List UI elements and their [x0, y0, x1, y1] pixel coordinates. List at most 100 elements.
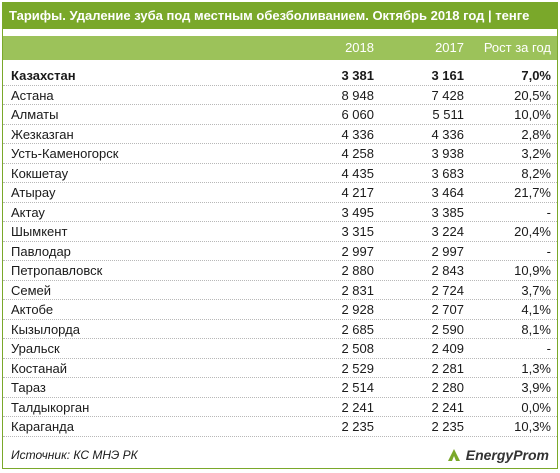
cell-2018: 2 685 [341, 321, 374, 337]
cell-2018: 2 508 [341, 341, 374, 356]
cell-2017: 2 281 [431, 360, 464, 376]
cell-2017: 2 409 [431, 341, 464, 356]
cell-city: Казахстан [11, 68, 76, 83]
cell-growth: 10,3% [514, 419, 551, 434]
cell-2018: 2 235 [341, 419, 374, 434]
table-row: Тараз 2 514 2 280 3,9% [3, 378, 557, 398]
cell-2017: 4 336 [431, 126, 464, 142]
cell-2018: 2 241 [341, 399, 374, 415]
cell-2018: 2 514 [341, 380, 374, 395]
cell-city: Кокшетау [11, 165, 69, 181]
cell-city: Талдыкорган [11, 399, 90, 415]
cell-city: Атырау [11, 185, 56, 200]
cell-2018: 8 948 [341, 87, 374, 103]
cell-growth: 0,0% [521, 399, 551, 415]
cell-2017: 3 224 [431, 224, 464, 239]
cell-city: Кызылорда [11, 321, 80, 337]
cell-2017: 2 724 [431, 282, 464, 298]
cell-city: Актобе [11, 302, 54, 317]
cell-city: Актау [11, 204, 45, 220]
cell-2017: 2 707 [431, 302, 464, 317]
table-row: Актобе 2 928 2 707 4,1% [3, 300, 557, 320]
cell-city: Усть-Каменогорск [11, 146, 119, 161]
cell-growth: 10,0% [514, 107, 551, 122]
cell-2018: 4 217 [341, 185, 374, 200]
cell-2017: 3 938 [431, 146, 464, 161]
header-2017: 2017 [435, 40, 464, 55]
cell-growth: 8,1% [521, 321, 551, 337]
table-row: Караганда 2 235 2 235 10,3% [3, 417, 557, 437]
cell-city: Шымкент [11, 224, 68, 239]
cell-2018: 3 381 [341, 68, 374, 83]
header-city [3, 36, 271, 60]
cell-city: Петропавловск [11, 263, 103, 278]
energyprom-logo: EnergyProm [446, 447, 549, 463]
table-header: 2018 2017 Рост за год [3, 36, 557, 60]
table-body: Казахстан 3 381 3 161 7,0% Астана 8 948 7 428 2… [3, 66, 557, 437]
cell-growth: - [546, 204, 551, 220]
cell-city: Костанай [11, 360, 68, 376]
cell-2018: 2 529 [341, 360, 374, 376]
cell-growth: - [546, 243, 551, 259]
cell-growth: 20,4% [514, 224, 551, 239]
cell-2018: 2 997 [341, 243, 374, 259]
table-row: Жезказган 4 336 4 336 2,8% [3, 125, 557, 144]
cell-city: Семей [11, 282, 52, 298]
cell-growth: 3,7% [521, 282, 551, 298]
cell-city: Астана [11, 87, 54, 103]
cell-2017: 2 241 [431, 399, 464, 415]
cell-2017: 2 590 [431, 321, 464, 337]
cell-2017: 3 385 [431, 204, 464, 220]
cell-2018: 6 060 [341, 107, 374, 122]
source-note: Источник: КС МНЭ РК [11, 448, 138, 462]
cell-growth: 8,2% [521, 165, 551, 181]
cell-city: Уральск [11, 341, 60, 356]
footer: Источник: КС МНЭ РК EnergyProm [3, 442, 557, 468]
cell-2017: 2 997 [431, 243, 464, 259]
header-2018: 2018 [345, 40, 374, 55]
cell-2018: 4 258 [341, 146, 374, 161]
cell-growth: 1,3% [521, 360, 551, 376]
table-title: Тарифы. Удаление зуба под местным обезбо… [3, 3, 557, 29]
table-row: Уральск 2 508 2 409 - [3, 339, 557, 359]
cell-2017: 3 683 [431, 165, 464, 181]
cell-2018: 2 928 [341, 302, 374, 317]
table-row: Алматы 6 060 5 511 10,0% [3, 105, 557, 125]
table-row: Костанай 2 529 2 281 1,3% [3, 359, 557, 378]
cell-2018: 3 315 [341, 224, 374, 239]
cell-city: Павлодар [11, 243, 71, 259]
table-row: Талдыкорган 2 241 2 241 0,0% [3, 398, 557, 417]
table-row: Петропавловск 2 880 2 843 10,9% [3, 261, 557, 281]
header-growth: Рост за год [483, 40, 551, 55]
table-row: Усть-Каменогорск 4 258 3 938 3,2% [3, 144, 557, 164]
cell-2017: 3 464 [431, 185, 464, 200]
cell-city: Алматы [11, 107, 59, 122]
table-row: Павлодар 2 997 2 997 - [3, 242, 557, 261]
table-row: Семей 2 831 2 724 3,7% [3, 281, 557, 300]
cell-2018: 4 336 [341, 126, 374, 142]
cell-growth: 3,9% [521, 380, 551, 395]
table-row: Атырау 4 217 3 464 21,7% [3, 183, 557, 203]
cell-growth: 7,0% [521, 68, 551, 83]
table-row: Актау 3 495 3 385 - [3, 203, 557, 222]
cell-growth: 4,1% [521, 302, 551, 317]
logo-text: EnergyProm [465, 447, 549, 463]
cell-2017: 2 235 [431, 419, 464, 434]
cell-growth: 21,7% [514, 185, 551, 200]
table-row-total: Казахстан 3 381 3 161 7,0% [3, 66, 557, 86]
cell-2017: 5 511 [432, 107, 464, 122]
cell-city: Тараз [11, 380, 46, 395]
cell-city: Караганда [11, 419, 74, 434]
logo-mark-icon [447, 449, 460, 461]
cell-growth: 20,5% [514, 87, 551, 103]
cell-2018: 3 495 [341, 204, 374, 220]
cell-2018: 4 435 [341, 165, 374, 181]
cell-2017: 7 428 [431, 87, 464, 103]
table-row: Кызылорда 2 685 2 590 8,1% [3, 320, 557, 339]
cell-growth: 10,9% [514, 263, 551, 278]
cell-2018: 2 831 [341, 282, 374, 298]
cell-growth: 3,2% [521, 146, 551, 161]
table-row: Шымкент 3 315 3 224 20,4% [3, 222, 557, 242]
cell-2018: 2 880 [341, 263, 374, 278]
